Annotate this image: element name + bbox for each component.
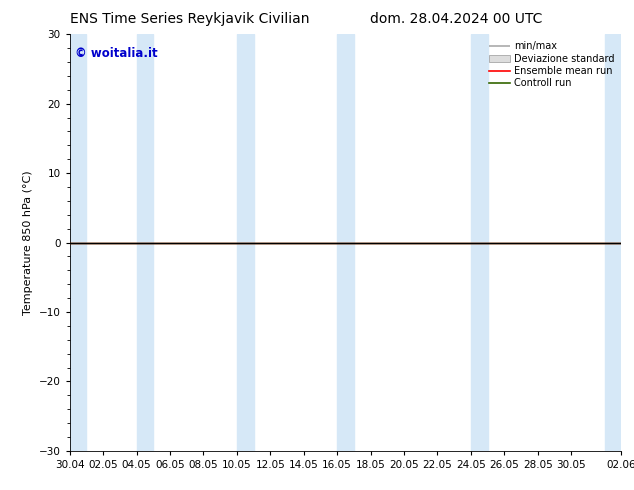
Bar	[70, 34, 86, 451]
Text: dom. 28.04.2024 00 UTC: dom. 28.04.2024 00 UTC	[370, 12, 543, 26]
Bar	[605, 34, 621, 451]
Bar	[237, 34, 254, 451]
Bar	[471, 34, 488, 451]
Legend: min/max, Deviazione standard, Ensemble mean run, Controll run: min/max, Deviazione standard, Ensemble m…	[487, 39, 616, 90]
Text: ENS Time Series Reykjavik Civilian: ENS Time Series Reykjavik Civilian	[70, 12, 310, 26]
Text: © woitalia.it: © woitalia.it	[75, 47, 158, 60]
Bar	[337, 34, 354, 451]
Bar	[136, 34, 153, 451]
Y-axis label: Temperature 850 hPa (°C): Temperature 850 hPa (°C)	[23, 170, 33, 315]
